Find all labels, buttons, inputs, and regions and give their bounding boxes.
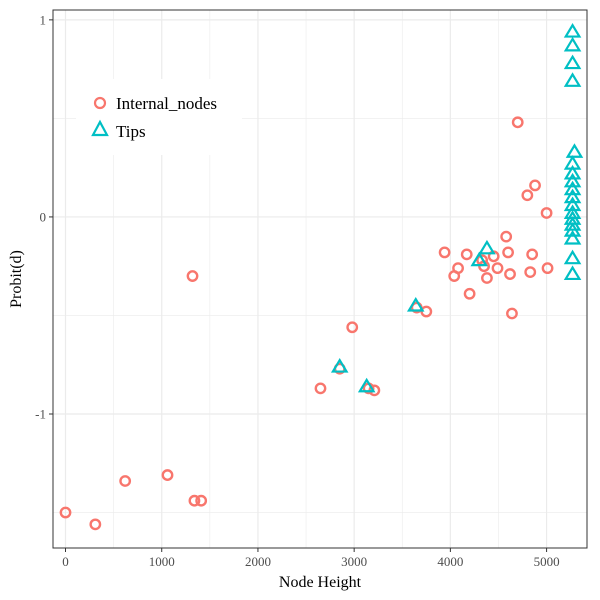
y-tick-label: 0 xyxy=(40,209,47,224)
internal-node-circle-point xyxy=(541,262,554,275)
internal-node-circle-point xyxy=(314,382,327,395)
tips-triangle-point xyxy=(563,72,582,87)
internal-node-circle-point xyxy=(529,179,541,192)
internal-node-circle-point xyxy=(540,207,553,219)
y-tick-label: 1 xyxy=(40,12,47,27)
legend-background xyxy=(76,79,242,155)
tips-triangle-point xyxy=(563,188,582,204)
internal-node-circle-point xyxy=(460,248,473,261)
internal-node-circle-point xyxy=(463,287,476,300)
internal-node-circle-point xyxy=(481,272,493,284)
y-tick-label: -1 xyxy=(35,406,46,421)
data-points xyxy=(59,23,584,531)
tips-triangle-point xyxy=(563,216,582,231)
internal-node-circle-point xyxy=(491,262,504,275)
y-axis-title: Probit(d) xyxy=(8,250,25,308)
internal-node-circle-point xyxy=(524,266,537,279)
tips-triangle-point xyxy=(563,164,582,180)
legend-circle-icon xyxy=(93,96,107,110)
panel-border xyxy=(52,9,588,549)
internal-node-circle-point xyxy=(526,248,539,261)
internal-node-circle-point xyxy=(346,321,359,334)
x-tick-label: 1000 xyxy=(149,554,175,569)
x-tick-label: 3000 xyxy=(341,554,367,569)
tips-triangle-point xyxy=(563,23,582,38)
tips-triangle-point xyxy=(330,358,349,373)
internal-node-circle-point xyxy=(502,246,515,259)
internal-node-circle-point xyxy=(452,262,464,275)
tips-triangle-point xyxy=(406,296,425,312)
internal-node-circle-point xyxy=(195,494,208,507)
tips-triangle-point xyxy=(563,249,582,265)
tips-triangle-point xyxy=(563,172,582,188)
x-tick-label: 5000 xyxy=(534,554,560,569)
x-axis-title: Node Height xyxy=(279,574,362,591)
internal-node-circle-point xyxy=(504,268,516,280)
tips-triangle-point xyxy=(565,143,584,158)
tips-triangle-point xyxy=(478,239,496,255)
tips-triangle-point xyxy=(563,180,582,196)
tips-triangle-point xyxy=(357,377,376,393)
internal-node-circle-point xyxy=(161,469,174,481)
tips-triangle-point xyxy=(470,251,489,267)
internal-node-circle-point xyxy=(521,189,534,202)
tips-triangle-point xyxy=(563,265,582,281)
internal-node-circle-point xyxy=(119,475,132,487)
internal-node-circle-point xyxy=(186,270,199,282)
tips-triangle-point xyxy=(563,229,582,245)
legend-triangle-icon xyxy=(91,119,109,137)
x-tick-label: 0 xyxy=(62,554,69,569)
x-tick-label: 4000 xyxy=(437,554,463,569)
legend-label-internal-nodes: Internal_nodes xyxy=(116,94,217,113)
tips-triangle-point xyxy=(563,54,582,70)
internal-node-circle-point xyxy=(59,506,72,519)
internal-node-circle-point xyxy=(89,518,102,531)
internal-node-circle-point xyxy=(500,230,513,243)
tips-triangle-point xyxy=(563,222,582,237)
internal-node-circle-point xyxy=(506,307,518,320)
legend-label-tips: Tips xyxy=(116,122,146,141)
internal-node-circle-point xyxy=(188,494,201,507)
x-tick-label: 2000 xyxy=(245,554,271,569)
legend: Internal_nodes Tips xyxy=(76,79,242,155)
internal-node-circle-point xyxy=(511,116,524,129)
internal-node-circle-point xyxy=(438,246,451,259)
tips-triangle-point xyxy=(563,36,582,52)
tips-triangle-point xyxy=(563,196,582,212)
axis-ticks: 0 1000 2000 3000 4000 5000 -1 0 1 xyxy=(35,12,559,569)
